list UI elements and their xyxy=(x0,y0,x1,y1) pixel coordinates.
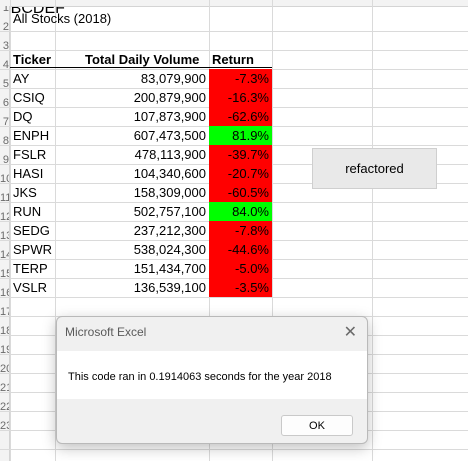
column-header-d[interactable]: D xyxy=(32,0,45,17)
row-number[interactable]: 16 xyxy=(0,287,9,299)
return-cell[interactable]: -16.3% xyxy=(209,88,272,107)
grid-column-line xyxy=(272,0,273,461)
volume-cell[interactable]: 200,879,900 xyxy=(133,90,206,105)
ticker-cell[interactable]: AY xyxy=(13,71,30,86)
row-number[interactable]: 21 xyxy=(0,382,9,394)
column-header-e[interactable]: E xyxy=(44,0,56,17)
volume-cell[interactable]: 237,212,300 xyxy=(133,223,206,238)
return-cell[interactable]: 81.9% xyxy=(209,126,272,145)
dialog-message: This code ran in 0.1914063 seconds for t… xyxy=(68,371,332,383)
refactored-button[interactable]: refactored xyxy=(312,148,437,189)
row-number[interactable]: 14 xyxy=(0,249,9,261)
ticker-cell[interactable]: ENPH xyxy=(13,128,50,143)
sheet-title[interactable]: All Stocks (2018) xyxy=(13,11,112,26)
row-number[interactable]: 6 xyxy=(2,97,9,109)
volume-cell[interactable]: 136,539,100 xyxy=(133,280,206,295)
row-number[interactable]: 3 xyxy=(2,40,9,52)
ticker-cell[interactable]: TERP xyxy=(13,261,48,276)
ticker-cell[interactable]: RUN xyxy=(13,204,42,219)
row-number[interactable]: 20 xyxy=(0,363,9,375)
grid-column-line xyxy=(372,0,373,461)
return-cell[interactable]: -44.6% xyxy=(209,240,272,259)
return-cell[interactable]: -7.3% xyxy=(209,69,272,88)
row-number[interactable]: 11 xyxy=(0,192,9,204)
volume-cell[interactable]: 478,113,900 xyxy=(134,147,206,162)
row-number[interactable]: 7 xyxy=(2,116,9,128)
row-number[interactable]: 8 xyxy=(2,135,9,147)
row-number[interactable]: 10 xyxy=(0,173,9,185)
message-dialog: Microsoft Excel ✕ This code ran in 0.191… xyxy=(56,316,368,444)
volume-cell[interactable]: 83,079,900 xyxy=(140,71,206,86)
row-number[interactable]: 12 xyxy=(0,211,9,223)
close-icon[interactable]: ✕ xyxy=(343,324,357,341)
grid-row-line xyxy=(0,31,468,32)
row-number[interactable]: 13 xyxy=(0,230,9,242)
volume-cell[interactable]: 538,024,300 xyxy=(133,242,206,257)
row-header-bar[interactable] xyxy=(0,6,10,461)
ticker-header[interactable]: Ticker xyxy=(13,52,52,67)
row-number[interactable]: 15 xyxy=(0,268,9,280)
column-header-b[interactable]: B xyxy=(10,0,22,17)
row-number[interactable]: 23 xyxy=(0,420,9,432)
volume-header[interactable]: Total Daily Volume xyxy=(85,52,200,67)
volume-cell[interactable]: 151,434,700 xyxy=(133,261,206,276)
row-number[interactable]: 22 xyxy=(0,401,9,413)
row-number[interactable]: 2 xyxy=(2,21,9,33)
ticker-cell[interactable]: JKS xyxy=(13,185,37,200)
column-header-bar[interactable] xyxy=(0,0,468,7)
ticker-cell[interactable]: SEDG xyxy=(13,223,50,238)
dialog-title: Microsoft Excel xyxy=(65,325,147,339)
grid-row-line xyxy=(0,449,468,450)
grid-row-line xyxy=(0,50,468,51)
return-cell[interactable]: -7.8% xyxy=(209,221,272,240)
header-underline xyxy=(10,67,272,68)
return-cell[interactable]: -39.7% xyxy=(209,145,272,164)
row-number[interactable]: 18 xyxy=(0,325,9,337)
ok-button[interactable]: OK xyxy=(281,415,353,436)
row-number[interactable]: 17 xyxy=(0,306,9,318)
return-cell[interactable]: -60.5% xyxy=(209,183,272,202)
column-header-c[interactable]: C xyxy=(21,0,33,17)
volume-cell[interactable]: 107,873,900 xyxy=(133,109,206,124)
row-number[interactable]: 4 xyxy=(2,59,9,71)
dialog-body xyxy=(57,351,367,399)
ticker-cell[interactable]: DQ xyxy=(13,109,33,124)
volume-cell[interactable]: 158,309,000 xyxy=(133,185,206,200)
return-cell[interactable]: -20.7% xyxy=(209,164,272,183)
ticker-cell[interactable]: VSLR xyxy=(13,280,47,295)
ticker-cell[interactable]: HASI xyxy=(13,166,44,181)
return-cell[interactable]: -5.0% xyxy=(209,259,272,278)
volume-cell[interactable]: 104,340,600 xyxy=(133,166,206,181)
grid-column-line xyxy=(10,0,11,461)
return-cell[interactable]: -3.5% xyxy=(209,278,272,297)
row-number[interactable]: 19 xyxy=(0,344,9,356)
ticker-cell[interactable]: CSIQ xyxy=(13,90,45,105)
column-header-f[interactable]: F xyxy=(55,0,65,17)
row-number[interactable]: 1 xyxy=(2,6,9,14)
volume-cell[interactable]: 502,757,100 xyxy=(133,204,206,219)
grid-row-line xyxy=(0,297,468,298)
return-cell[interactable]: -62.6% xyxy=(209,107,272,126)
ticker-cell[interactable]: SPWR xyxy=(13,242,52,257)
ticker-cell[interactable]: FSLR xyxy=(13,147,47,162)
return-cell[interactable]: 84.0% xyxy=(209,202,272,221)
return-header[interactable]: Return xyxy=(212,52,254,67)
volume-cell[interactable]: 607,473,500 xyxy=(133,128,206,143)
grid-column-line xyxy=(55,0,56,461)
row-number[interactable]: 5 xyxy=(2,78,9,90)
row-number[interactable]: 9 xyxy=(2,154,9,166)
